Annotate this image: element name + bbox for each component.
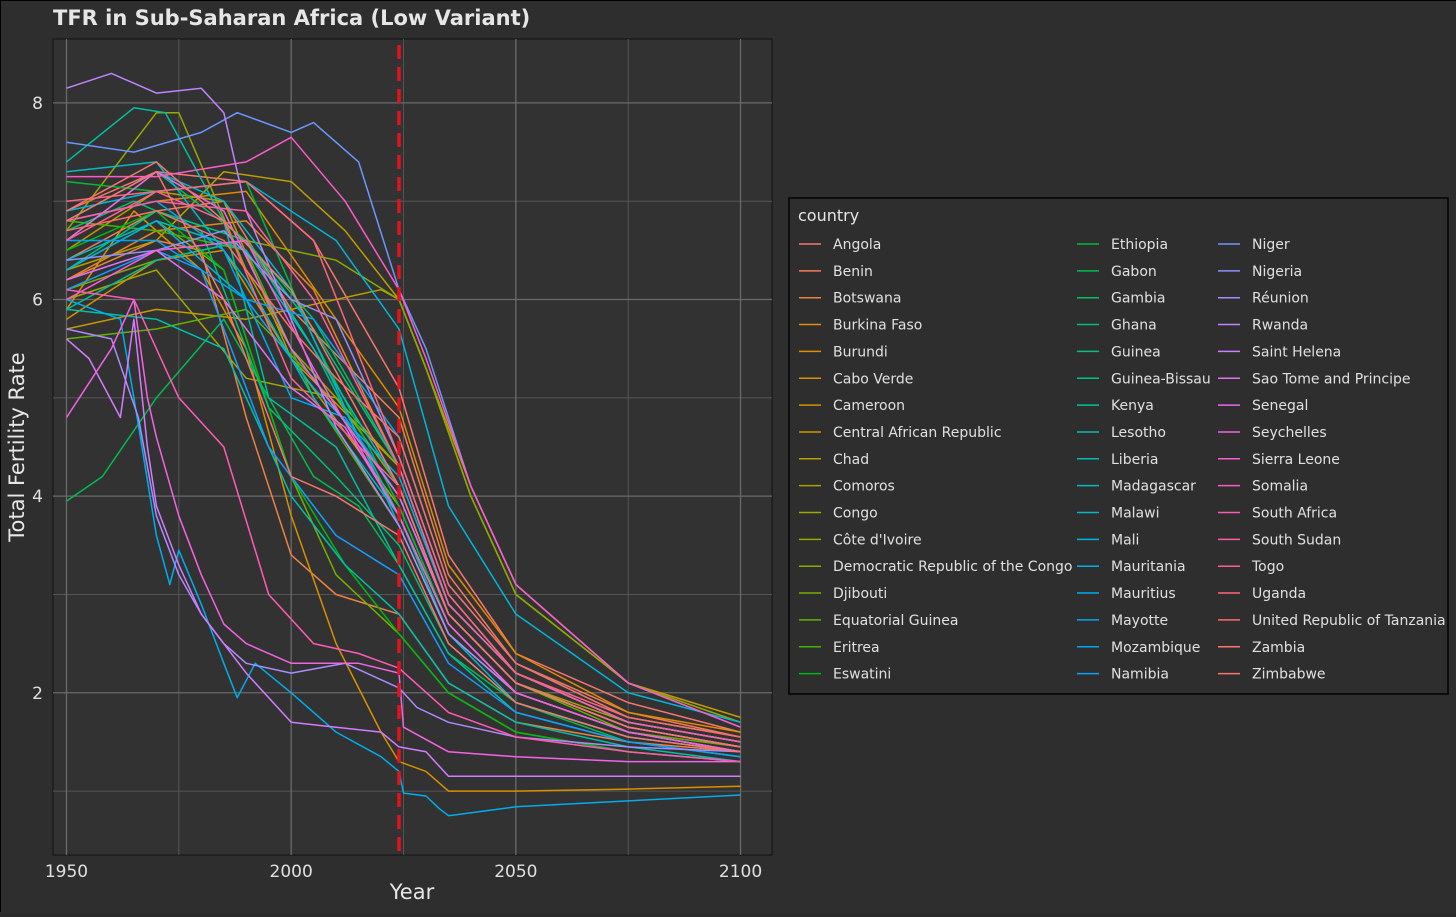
legend-label: Somalia: [1252, 479, 1308, 495]
legend-label: Gabon: [1111, 264, 1157, 280]
legend-label: Mauritius: [1111, 586, 1176, 602]
legend-label: Equatorial Guinea: [833, 613, 958, 629]
series-line: [66, 318, 741, 778]
legend-label: Lesotho: [1111, 425, 1166, 441]
series-line: [66, 308, 741, 763]
x-tick-label: 1950: [45, 862, 88, 882]
chart-title: TFR in Sub-Saharan Africa (Low Variant): [53, 6, 530, 30]
legend-label: Botswana: [833, 291, 901, 307]
x-tick-label: 2050: [494, 862, 537, 882]
legend-label: Burundi: [833, 344, 888, 360]
x-axis-ticks: 1950 2000 2050 2100: [45, 862, 762, 882]
legend-label: Réunion: [1252, 291, 1309, 307]
legend-box: [788, 197, 1449, 695]
series-line: [66, 318, 741, 758]
series-line: [66, 328, 741, 753]
legend-items: Angola Benin Botswana Burkina Faso Burundi Ca…: [799, 237, 1446, 683]
y-axis-label: Total Fertility Rate: [5, 352, 29, 542]
legend-label: Ethiopia: [1111, 237, 1168, 253]
legend-label: Namibia: [1111, 667, 1169, 683]
legend-label: South Africa: [1252, 506, 1337, 522]
legend-label: Democratic Republic of the Congo: [833, 559, 1072, 575]
legend-label: Benin: [833, 264, 873, 280]
legend-label: Mayotte: [1111, 613, 1168, 629]
y-tick-label: 6: [32, 291, 43, 311]
legend-label: Mauritania: [1111, 559, 1186, 575]
legend-label: Saint Helena: [1252, 344, 1341, 360]
legend-label: Niger: [1252, 237, 1290, 253]
y-tick-label: 4: [32, 487, 43, 507]
legend-label: Côte d'Ivoire: [833, 532, 922, 548]
legend-label: Zimbabwe: [1252, 667, 1326, 683]
legend-label: Liberia: [1111, 452, 1158, 468]
series-line: [66, 298, 741, 817]
legend-label: Central African Republic: [833, 425, 1002, 441]
legend-label: Seychelles: [1252, 425, 1327, 441]
grid: [53, 39, 772, 855]
legend-label: Congo: [833, 506, 878, 522]
legend-label: Nigeria: [1252, 264, 1302, 280]
legend: country Angola Benin Botswana Burkina Faso B…: [788, 197, 1449, 695]
legend-label: Cabo Verde: [833, 371, 913, 387]
legend-label: Eswatini: [833, 667, 891, 683]
legend-label: United Republic of Tanzania: [1252, 613, 1446, 629]
series-line: [65, 298, 741, 763]
legend-label: Senegal: [1252, 398, 1308, 414]
x-tick-label: 2000: [270, 862, 313, 882]
legend-label: Mozambique: [1111, 640, 1200, 656]
legend-label: Gambia: [1111, 291, 1165, 307]
legend-label: Ghana: [1111, 318, 1157, 334]
legend-label: Malawi: [1111, 506, 1159, 522]
legend-label: Sierra Leone: [1252, 452, 1340, 468]
series-line: [66, 288, 741, 763]
x-tick-label: 2100: [719, 862, 762, 882]
x-axis-label: Year: [389, 880, 435, 904]
legend-label: Comoros: [833, 479, 895, 495]
legend-label: Rwanda: [1252, 318, 1308, 334]
legend-label: Madagascar: [1111, 479, 1196, 495]
legend-label: Mali: [1111, 532, 1139, 548]
legend-label: Chad: [833, 452, 869, 468]
legend-label: Guinea-Bissau: [1111, 371, 1211, 387]
legend-label: Sao Tome and Principe: [1252, 371, 1411, 387]
legend-label: Togo: [1251, 559, 1284, 575]
legend-title: country: [798, 206, 859, 225]
y-tick-label: 8: [32, 94, 43, 114]
legend-label: Burkina Faso: [833, 318, 922, 334]
series-line: [66, 200, 741, 738]
legend-label: Guinea: [1111, 344, 1161, 360]
legend-label: Eritrea: [833, 640, 880, 656]
plot-panel: [52, 38, 773, 856]
legend-label: Angola: [833, 237, 881, 253]
y-axis-ticks: 2 4 6 8: [32, 94, 43, 704]
legend-label: South Sudan: [1252, 532, 1341, 548]
legend-label: Djibouti: [833, 586, 887, 602]
legend-label: Zambia: [1252, 640, 1305, 656]
legend-label: Uganda: [1252, 586, 1306, 602]
legend-label: Kenya: [1111, 398, 1154, 414]
y-tick-label: 2: [32, 684, 43, 704]
series-line: [66, 210, 741, 738]
series-line: [66, 170, 741, 753]
plot-area: 1950 2000 2050 2100 2 4 6 8: [32, 38, 773, 882]
series-line: [66, 249, 741, 758]
legend-label: Cameroon: [833, 398, 905, 414]
